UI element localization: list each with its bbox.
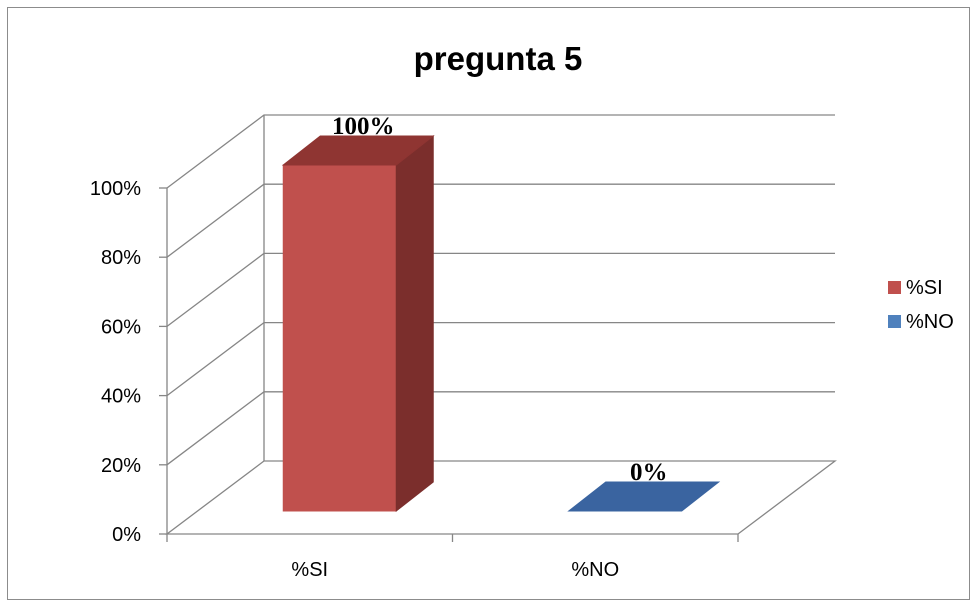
bar-no	[567, 481, 721, 512]
data-label: 0%	[630, 459, 668, 486]
x-tick-label: %SI	[291, 559, 328, 581]
bar-side	[395, 134, 434, 513]
bar-top	[567, 481, 721, 512]
data-label: 100%	[332, 113, 395, 140]
y-tick-label: 20%	[101, 455, 141, 477]
floor	[165, 460, 837, 535]
gridlines	[166, 114, 835, 466]
x-tick-label: %NO	[571, 559, 619, 581]
y-axis-ticks: 0% 20% 40% 60% 80% 100%	[90, 178, 167, 546]
bar-si	[281, 134, 435, 513]
legend-label: %NO	[906, 311, 954, 333]
chart-title: pregunta 5	[414, 40, 583, 77]
gridline	[166, 252, 835, 327]
bars	[281, 134, 721, 513]
gridline	[166, 114, 835, 189]
legend-swatch	[888, 315, 901, 328]
y-tick-label: 100%	[90, 178, 141, 200]
bar-top	[281, 135, 435, 166]
y-tick-label: 0%	[112, 524, 141, 546]
y-tick-label: 60%	[101, 316, 141, 338]
gridline	[166, 321, 835, 397]
legend-label: %SI	[906, 277, 943, 299]
data-labels: 100% 0%	[332, 113, 668, 486]
legend-swatch	[888, 281, 901, 294]
legend: %SI %NO	[888, 277, 954, 333]
x-axis-ticks: %SI %NO	[166, 534, 739, 581]
y-tick-label: 40%	[101, 386, 141, 408]
bar-front	[282, 164, 397, 512]
y-tick-label: 80%	[101, 247, 141, 269]
chart-walls	[165, 115, 837, 535]
gridline	[166, 391, 835, 466]
gridline	[166, 183, 835, 258]
